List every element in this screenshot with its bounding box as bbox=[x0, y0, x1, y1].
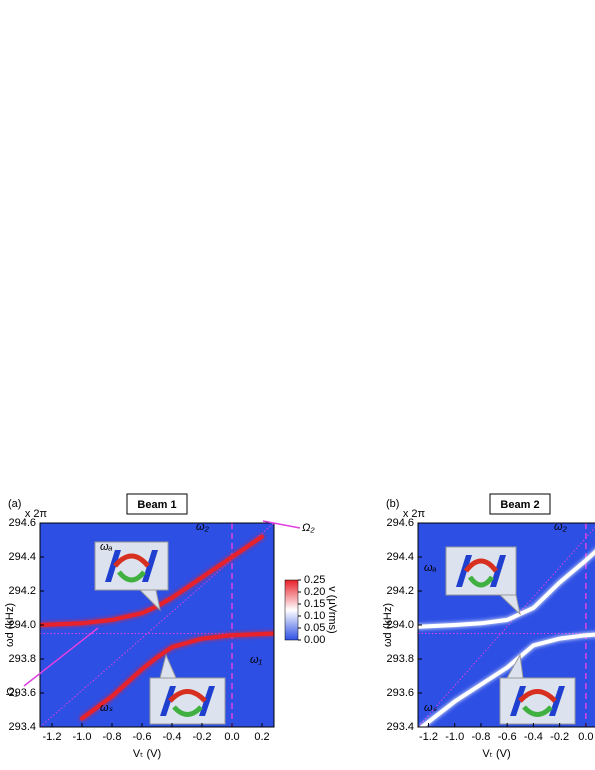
annotation: ωₛ bbox=[100, 702, 114, 714]
x-tick-label: -1.2 bbox=[43, 731, 62, 743]
y-tick-label: 294.4 bbox=[386, 551, 414, 563]
title-box bbox=[126, 493, 188, 515]
x-axis-label: Vₜ (V) bbox=[133, 748, 161, 760]
inset-beam-left bbox=[160, 686, 176, 716]
y-tick-label: 294.4 bbox=[8, 551, 36, 563]
inset-beam-left bbox=[510, 686, 526, 716]
branch-curve bbox=[80, 631, 274, 721]
x-tick-label: 0.0 bbox=[578, 731, 593, 743]
y-tick-label: 294.6 bbox=[386, 517, 414, 529]
scale-factor: x 2π bbox=[25, 508, 48, 520]
inset bbox=[499, 677, 576, 725]
y-axis-label: ωd (kHz) bbox=[382, 603, 394, 647]
annotation: ω₂ bbox=[196, 521, 210, 533]
x-tick-label: -0.8 bbox=[471, 731, 490, 743]
colorbar bbox=[284, 579, 299, 641]
inset-mode bbox=[113, 553, 150, 568]
annotation: ω₂ bbox=[554, 521, 568, 533]
inset-mode bbox=[467, 575, 495, 588]
y-tick-label: 293.8 bbox=[8, 653, 36, 665]
chart-title: Beam 2 bbox=[500, 499, 539, 511]
inset-mode bbox=[117, 570, 146, 583]
y-tick-label: 294.0 bbox=[8, 619, 36, 631]
inset bbox=[445, 546, 517, 596]
inset-mode bbox=[518, 689, 557, 703]
inset-beam-right bbox=[549, 686, 565, 716]
title-box bbox=[489, 493, 551, 515]
y-tick-label: 294.6 bbox=[8, 517, 36, 529]
x-tick-label: -0.2 bbox=[193, 731, 212, 743]
colorbar-tick-label: 0.05 bbox=[304, 622, 325, 634]
x-tick-label: -0.4 bbox=[524, 731, 543, 743]
annotation: Ω₂ bbox=[302, 522, 315, 534]
annotation: ω₁ bbox=[250, 654, 263, 666]
y-tick-label: 294.2 bbox=[8, 585, 36, 597]
colorbar-tick-label: 0.15 bbox=[304, 598, 325, 610]
y-tick-label: 293.4 bbox=[386, 721, 414, 733]
panel-label: (a) bbox=[8, 498, 21, 510]
x-tick-label: -0.2 bbox=[550, 731, 569, 743]
chart-title: Beam 1 bbox=[137, 499, 176, 511]
y-tick-label: 293.6 bbox=[386, 687, 414, 699]
inset-beam-right bbox=[142, 550, 158, 582]
annotation: ωₐ bbox=[424, 562, 437, 574]
colorbar-tick-label: 0.10 bbox=[304, 610, 325, 622]
inset-mode bbox=[172, 705, 203, 717]
y-tick-label: 294.0 bbox=[386, 619, 414, 631]
panel-label: (b) bbox=[386, 498, 399, 510]
x-tick-label: -0.8 bbox=[103, 731, 122, 743]
x-tick-label: -0.4 bbox=[163, 731, 182, 743]
inset-beam-right bbox=[490, 555, 506, 587]
colorbar-tick-label: 0.00 bbox=[304, 634, 325, 646]
inset-beam-left bbox=[105, 550, 121, 582]
x-tick-label: -1.0 bbox=[73, 731, 92, 743]
x-tick-label: 0.0 bbox=[224, 731, 239, 743]
scale-factor: x 2π bbox=[403, 508, 426, 520]
annotation-arrow bbox=[23, 627, 99, 687]
annotation: ωₐ bbox=[100, 541, 113, 553]
inset-mode bbox=[464, 558, 498, 573]
colorbar-tick-label: 0.25 bbox=[304, 574, 325, 586]
inset-beam-left bbox=[456, 555, 472, 587]
x-tick-label: -0.6 bbox=[133, 731, 152, 743]
y-tick-label: 293.8 bbox=[386, 653, 414, 665]
inset-beam-right bbox=[199, 686, 215, 716]
x-tick-label: 0.2 bbox=[254, 731, 269, 743]
y-tick-label: 293.6 bbox=[8, 687, 36, 699]
plot bbox=[418, 523, 595, 727]
colorbar-label: v (μVrms) bbox=[326, 586, 338, 633]
annotation: Ω₁ bbox=[6, 686, 18, 698]
diagonal-guide bbox=[40, 523, 274, 727]
y-axis-label: ωd (kHz) bbox=[4, 603, 16, 647]
x-tick-label: -1.0 bbox=[445, 731, 464, 743]
x-axis-label: Vₜ (V) bbox=[482, 748, 510, 760]
plot bbox=[40, 523, 274, 727]
y-tick-label: 293.4 bbox=[8, 721, 36, 733]
inset-mode bbox=[168, 689, 207, 703]
annotation-arrow bbox=[262, 520, 301, 529]
y-tick-label: 294.2 bbox=[386, 585, 414, 597]
x-tick-label: -0.6 bbox=[498, 731, 517, 743]
inset-mode bbox=[522, 705, 553, 717]
colorbar-tick-label: 0.20 bbox=[304, 586, 325, 598]
x-tick-label: -1.2 bbox=[419, 731, 438, 743]
annotation: ωₛ bbox=[424, 702, 438, 714]
inset bbox=[149, 677, 226, 725]
